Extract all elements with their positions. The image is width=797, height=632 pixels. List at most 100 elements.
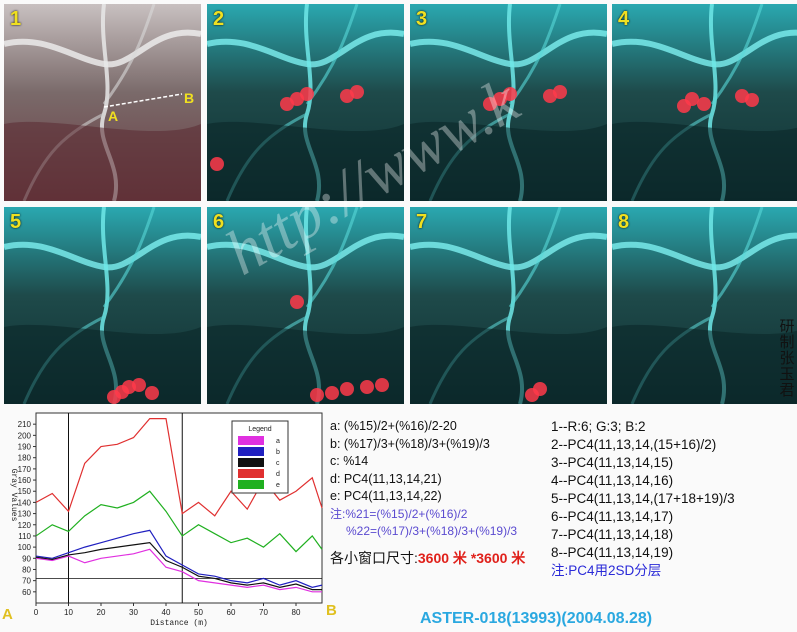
anomaly-patch [290,295,304,309]
y-axis-label: Gray Values [9,469,18,522]
window-size-value: 3600 米 *3600 米 [417,550,526,566]
marker-a-label: A [2,606,13,623]
band-4: 4--PC4(11,13,14,16) [551,473,674,488]
credit-char: 君 [779,381,795,399]
legend-swatch [238,447,264,456]
y-tick-label: 140 [18,498,32,507]
legend-entry: a [276,438,280,445]
profile-line [103,93,183,108]
band-7: 7--PC4(11,13,14,18) [551,527,674,542]
window-size: 各小窗口尺寸:3600 米 *3600 米 [330,548,525,568]
tile-number: 7 [416,211,428,233]
x-tick-label: 70 [259,608,268,617]
y-tick-label: 80 [22,565,31,574]
anomaly-patch [350,85,364,99]
band-combination-list: 1--R:6; G:3; B:2 2--PC4(11,13,14,(15+16)… [551,418,735,580]
anomaly-patch [132,378,146,392]
satellite-image [207,4,404,201]
tile-number: 2 [213,8,225,30]
scene-id: ASTER-018(13993)(2004.08.28) [420,610,653,627]
anomaly-patch [145,386,159,400]
formula-list: a: (%15)/2+(%16)/2-20 b: (%17)/3+(%18)/3… [330,418,517,541]
y-tick-label: 190 [18,443,32,452]
x-tick-label: 20 [97,608,106,617]
anomaly-patch [325,386,339,400]
y-tick-label: 90 [22,554,31,563]
x-tick-label: 50 [194,608,203,617]
marker-b-label: B [326,602,337,619]
formula-a: a: (%15)/2+(%16)/2-20 [330,419,457,433]
vertical-credit: 研 制 张 玉 君 [779,318,795,398]
satellite-image [4,207,201,404]
anomaly-patch [107,390,121,404]
x-tick-label: 30 [129,608,138,617]
image-tile-2: 2 [207,4,404,201]
y-tick-label: 130 [18,510,32,519]
anomaly-patch [483,97,497,111]
formula-note-1: 注:%21=(%15)/2+(%16)/2 [330,506,468,521]
bands-note: 注:PC4用2SD分层 [551,563,662,578]
point-b-label: B [184,90,195,106]
formula-e: e: PC4(11,13,14,22) [330,489,442,503]
anomaly-patch [745,93,759,107]
satellite-image [410,207,607,404]
satellite-image [207,207,404,404]
series-line-c [35,542,322,591]
credit-char: 张 [779,349,795,367]
credit-char: 玉 [779,365,795,383]
anomaly-patch [340,382,354,396]
y-tick-label: 180 [18,454,32,463]
credit-char: 研 [779,317,795,335]
legend-swatch [238,458,264,467]
formula-d: d: PC4(11,13,14,21) [330,471,442,486]
band-2: 2--PC4(11,13,14,(15+16)/2) [551,437,717,452]
anomaly-patch [360,380,374,394]
anomaly-patch [210,157,224,171]
formula-b: b: (%17)/3+(%18)/3+(%19)/3 [330,436,490,451]
image-tile-8: 8 [612,207,797,404]
x-tick-label: 0 [34,608,39,617]
legend-title: Legend [248,426,271,433]
y-tick-label: 70 [22,577,31,586]
y-tick-label: 110 [18,532,31,541]
anomaly-patch [553,85,567,99]
y-tick-label: 120 [18,521,32,530]
band-3: 3--PC4(11,13,14,15) [551,455,674,470]
series-line-a [35,548,322,593]
x-tick-label: 10 [64,608,73,617]
legend-entry: c [276,460,280,467]
image-tile-7: 7 [410,207,607,404]
anomaly-patch [375,378,389,392]
y-tick-label: 160 [18,476,32,485]
image-tile-6: 6 [207,207,404,404]
tile-number: 4 [618,8,630,30]
image-grid: 1 A B 2 3 4 5 6 7 8 [4,4,797,404]
band-5: 5--PC4(11,13,14,(17+18+19)/3 [551,491,735,506]
formula-note-2: %22=(%17)/3+(%18)/3+(%19)/3 [346,524,518,538]
series-line-e [35,490,323,553]
tile-number: 5 [10,211,22,233]
anomaly-patch [280,97,294,111]
image-tile-4: 4 [612,4,797,201]
satellite-image [410,4,607,201]
y-tick-label: 170 [18,465,32,474]
legend-swatch [238,436,264,445]
gray-value-profile-chart: 6070809010011012013014015016017018019020… [2,412,337,628]
tile-number: 1 [10,8,22,30]
y-tick-label: 150 [18,487,32,496]
anomaly-patch [503,87,517,101]
band-8: 8--PC4(11,13,14,19) [551,545,674,560]
legend-entry: e [276,482,280,489]
point-a-label: A [108,108,119,124]
series-line-d [35,417,323,517]
y-tick-label: 60 [22,588,31,597]
image-tile-3: 3 [410,4,607,201]
series-line-b [35,529,323,588]
x-axis-label: Distance (m) [150,619,208,628]
x-tick-label: 60 [227,608,236,617]
y-tick-label: 200 [18,431,32,440]
band-1: 1--R:6; G:3; B:2 [551,419,646,434]
anomaly-patch [677,99,691,113]
x-tick-label: 40 [162,608,171,617]
credit-char: 制 [779,333,795,351]
